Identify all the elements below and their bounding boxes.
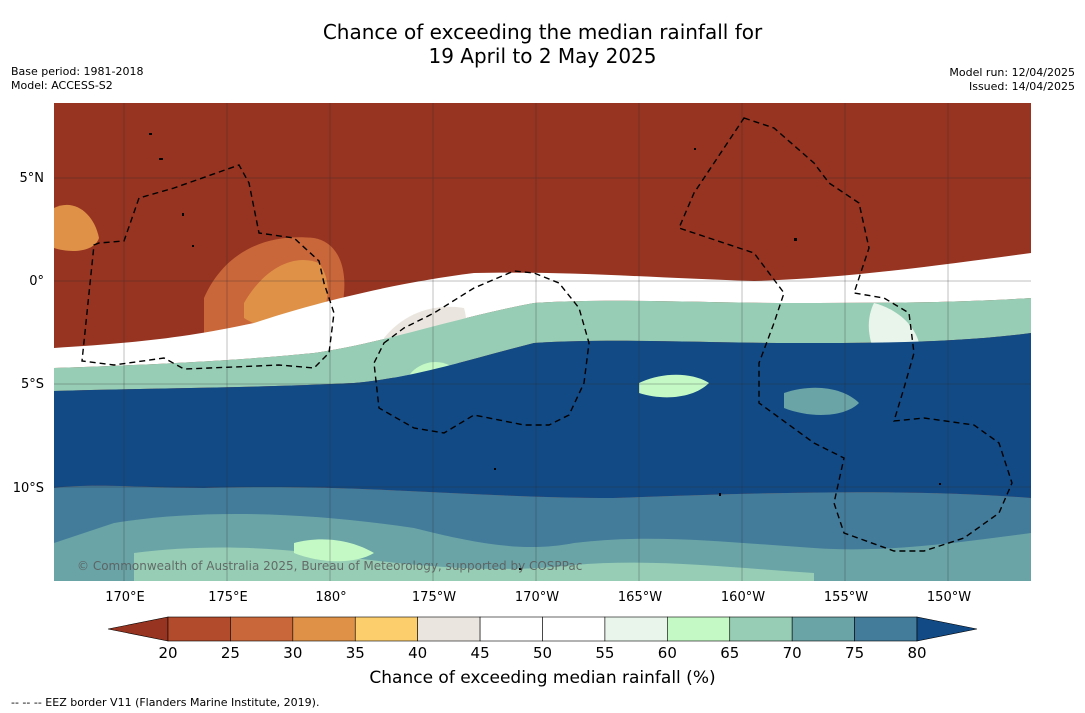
colorbar-tick-label: 35 (345, 644, 365, 662)
west-orange-patch (54, 204, 99, 251)
meta-left: Base period: 1981-2018 Model: ACCESS-S2 (11, 65, 143, 93)
colorbar-tick-label: 70 (782, 644, 802, 662)
colorbar-tick-label: 50 (532, 644, 553, 662)
lat-label-10s: 10°S (12, 481, 44, 496)
colorbar-tick-label: 45 (470, 644, 490, 662)
credit-text: © Commonwealth of Australia 2025, Bureau… (77, 559, 583, 573)
meta-right: Model run: 12/04/2025 Issued: 14/04/2025 (949, 66, 1075, 94)
colorbar-segment (230, 616, 294, 642)
colorbar-tick-label: 40 (408, 644, 428, 662)
central-green-patch (639, 374, 709, 398)
colorbar-extend-high (916, 616, 978, 642)
lon-label-175w: 175°W (411, 590, 457, 605)
east-teal-patch (784, 387, 859, 415)
rainfall-map (54, 103, 1031, 581)
lon-label-170e: 170°E (105, 590, 145, 605)
colorbar-label: Chance of exceeding median rainfall (%) (369, 668, 716, 688)
colorbar-segment (417, 616, 481, 642)
graticule (54, 103, 1031, 581)
eez-borders (81, 117, 1013, 552)
colorbar-segments (107, 616, 978, 642)
base-period: Base period: 1981-2018 (11, 65, 144, 78)
south-light-patch (294, 539, 374, 562)
lon-label-165w: 165°W (617, 590, 663, 605)
colorbar-segment (667, 616, 731, 642)
lon-label-180: 180° (315, 590, 347, 605)
eez-legend-note: -- -- -- EEZ border V11 (Flanders Marine… (11, 696, 320, 709)
lat-label-5s: 5°S (20, 377, 44, 392)
model-run: Model run: 12/04/2025 (949, 66, 1075, 79)
colorbar-segment (479, 616, 543, 642)
islands (149, 133, 941, 570)
colorbar-tick-label: 75 (845, 644, 865, 662)
colorbar-segment (729, 616, 793, 642)
colorbar-tick-label: 55 (595, 644, 615, 662)
colorbar-segment (167, 616, 231, 642)
colorbar-segment (791, 616, 855, 642)
colorbar-segment (542, 616, 606, 642)
colorbar-segment (354, 616, 418, 642)
lon-label-155w: 155°W (823, 590, 869, 605)
colorbar-tick-label: 20 (158, 644, 178, 662)
lon-label-175e: 175°E (208, 590, 248, 605)
lat-label-0: 0° (29, 274, 44, 289)
lat-label-5n: 5°N (19, 171, 45, 186)
colorbar-extend-low (107, 616, 169, 642)
issued-date: Issued: 14/04/2025 (968, 80, 1075, 93)
title-line-2: 19 April to 2 May 2025 (428, 44, 657, 68)
lon-label-170w: 170°W (514, 590, 560, 605)
colorbar-tick-label: 80 (907, 644, 927, 662)
lon-label-160w: 160°W (720, 590, 766, 605)
map-title: Chance of exceeding the median rainfall … (0, 20, 1085, 68)
wet-region (54, 333, 1031, 498)
colorbar-tick-label: 30 (283, 644, 303, 662)
colorbar-tick-label: 60 (657, 644, 677, 662)
colorbar (107, 616, 978, 642)
map-svg (54, 103, 1031, 581)
neutral-band (54, 253, 1031, 368)
colorbar-segment (854, 616, 918, 642)
lon-label-150w: 150°W (926, 590, 972, 605)
title-line-1: Chance of exceeding the median rainfall … (322, 20, 763, 44)
colorbar-segment (604, 616, 668, 642)
colorbar-segment (292, 616, 356, 642)
colorbar-tick-label: 65 (720, 644, 740, 662)
model-name: Model: ACCESS-S2 (11, 79, 113, 92)
colorbar-tick-label: 25 (220, 644, 240, 662)
green-band (54, 298, 1031, 391)
